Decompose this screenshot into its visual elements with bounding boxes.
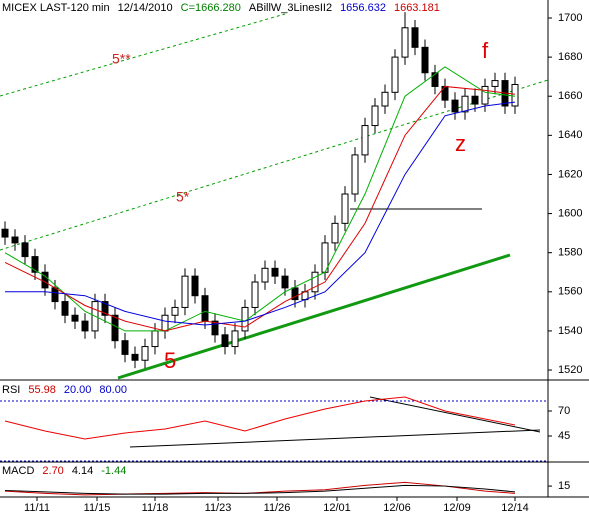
legend-text: 20.00: [64, 384, 92, 396]
rsi-trend-low: [129, 429, 541, 448]
candle-body: [491, 80, 499, 87]
support-line: [117, 253, 511, 380]
candle-body: [451, 99, 459, 113]
candle-body: [421, 46, 429, 74]
legend-text: 80.00: [99, 384, 127, 396]
candle-body: [71, 314, 79, 322]
legend-text: ABillW_3LinesII2: [249, 2, 332, 14]
candle-body: [281, 275, 289, 289]
y-tick-label: 1580: [558, 247, 582, 259]
x-tick-label: 12/14: [501, 502, 529, 514]
legend-text: RSI: [2, 384, 20, 396]
candle-body: [381, 91, 389, 107]
candle-body: [11, 236, 19, 244]
candle-body: [361, 125, 369, 156]
candle-body: [121, 340, 129, 355]
candle-body: [81, 320, 89, 332]
y-tick-label: 45: [558, 430, 570, 442]
candle-body: [191, 275, 199, 297]
y-tick-label: 1520: [558, 364, 582, 376]
y-tick-label: 1660: [558, 90, 582, 102]
candle-body: [431, 72, 439, 87]
x-tick-label: 12/09: [443, 502, 471, 514]
x-tick-label: 11/15: [84, 502, 111, 514]
candle-body: [51, 287, 59, 303]
legend-text: MICEX LAST-120 min: [2, 2, 110, 14]
annotation: 5*: [176, 189, 190, 205]
y-tick-label: 15: [558, 480, 570, 492]
annotation: 5**: [112, 51, 131, 67]
candle-body: [181, 275, 189, 308]
candle-body: [211, 320, 219, 336]
x-tick-label: 12/06: [383, 502, 411, 514]
legend-text: 4.14: [72, 465, 93, 477]
y-tick-label: 1680: [558, 51, 582, 63]
channel-upper: [0, 13, 286, 97]
candle-body: [461, 95, 469, 113]
y-tick-label: 1700: [558, 12, 582, 24]
legend-text: 1656.632: [340, 2, 386, 14]
candle-body: [341, 193, 349, 224]
candle-body: [391, 56, 399, 93]
x-tick-label: 11/26: [264, 502, 291, 514]
series-line: [5, 101, 516, 326]
candle-body: [251, 281, 259, 308]
candle-body: [261, 267, 269, 283]
candle-body: [481, 85, 489, 105]
candle-body: [21, 242, 29, 258]
legend-text: 55.98: [28, 384, 56, 396]
legend-text: 2.70: [42, 465, 63, 477]
x-tick-label: 11/18: [142, 502, 169, 514]
candle-body: [161, 314, 169, 332]
rsi-trend-high: [369, 396, 541, 433]
candle-body: [371, 105, 379, 127]
candle-body: [411, 27, 419, 48]
candle-body: [401, 27, 409, 58]
candle-body: [141, 346, 149, 361]
annotation: 5: [164, 348, 176, 373]
series-line: [4, 66, 516, 332]
candle-body: [1, 228, 9, 238]
annotation: f: [482, 38, 489, 63]
candle-body: [101, 301, 109, 316]
candle-body: [291, 287, 299, 301]
candle-body: [111, 314, 119, 342]
y-tick-label: 1560: [558, 286, 582, 298]
y-tick-label: 70: [558, 405, 570, 417]
legend-text: MACD: [2, 465, 34, 477]
y-tick-label: 1540: [558, 325, 582, 337]
y-tick-label: 1640: [558, 129, 582, 141]
candle-body: [151, 330, 159, 348]
candle-body: [171, 306, 179, 316]
legend-text: 12/14/2010: [118, 2, 173, 14]
candle-body: [351, 154, 359, 195]
candle-body: [471, 95, 479, 105]
candle-body: [31, 256, 39, 273]
candle-body: [331, 222, 339, 244]
candle-body: [131, 353, 139, 361]
candle-body: [61, 301, 69, 316]
candle-body: [311, 271, 319, 293]
series-line: [4, 396, 516, 440]
series-line: [4, 484, 516, 495]
x-tick-label: 11/23: [205, 502, 232, 514]
candle-body: [511, 83, 519, 107]
x-tick-label: 11/11: [24, 502, 50, 514]
candle-body: [201, 295, 209, 322]
candle-body: [271, 267, 279, 277]
candle-body: [221, 334, 229, 348]
annotation: z: [455, 131, 466, 156]
candle-body: [231, 330, 239, 348]
y-tick-label: 1620: [558, 168, 582, 180]
y-tick-label: 1600: [558, 207, 582, 219]
legend-text: C=1666.280: [181, 2, 241, 14]
x-tick-label: 12/01: [323, 502, 351, 514]
legend-text: 1663.181: [394, 2, 440, 14]
legend-text: -1.44: [101, 465, 126, 477]
